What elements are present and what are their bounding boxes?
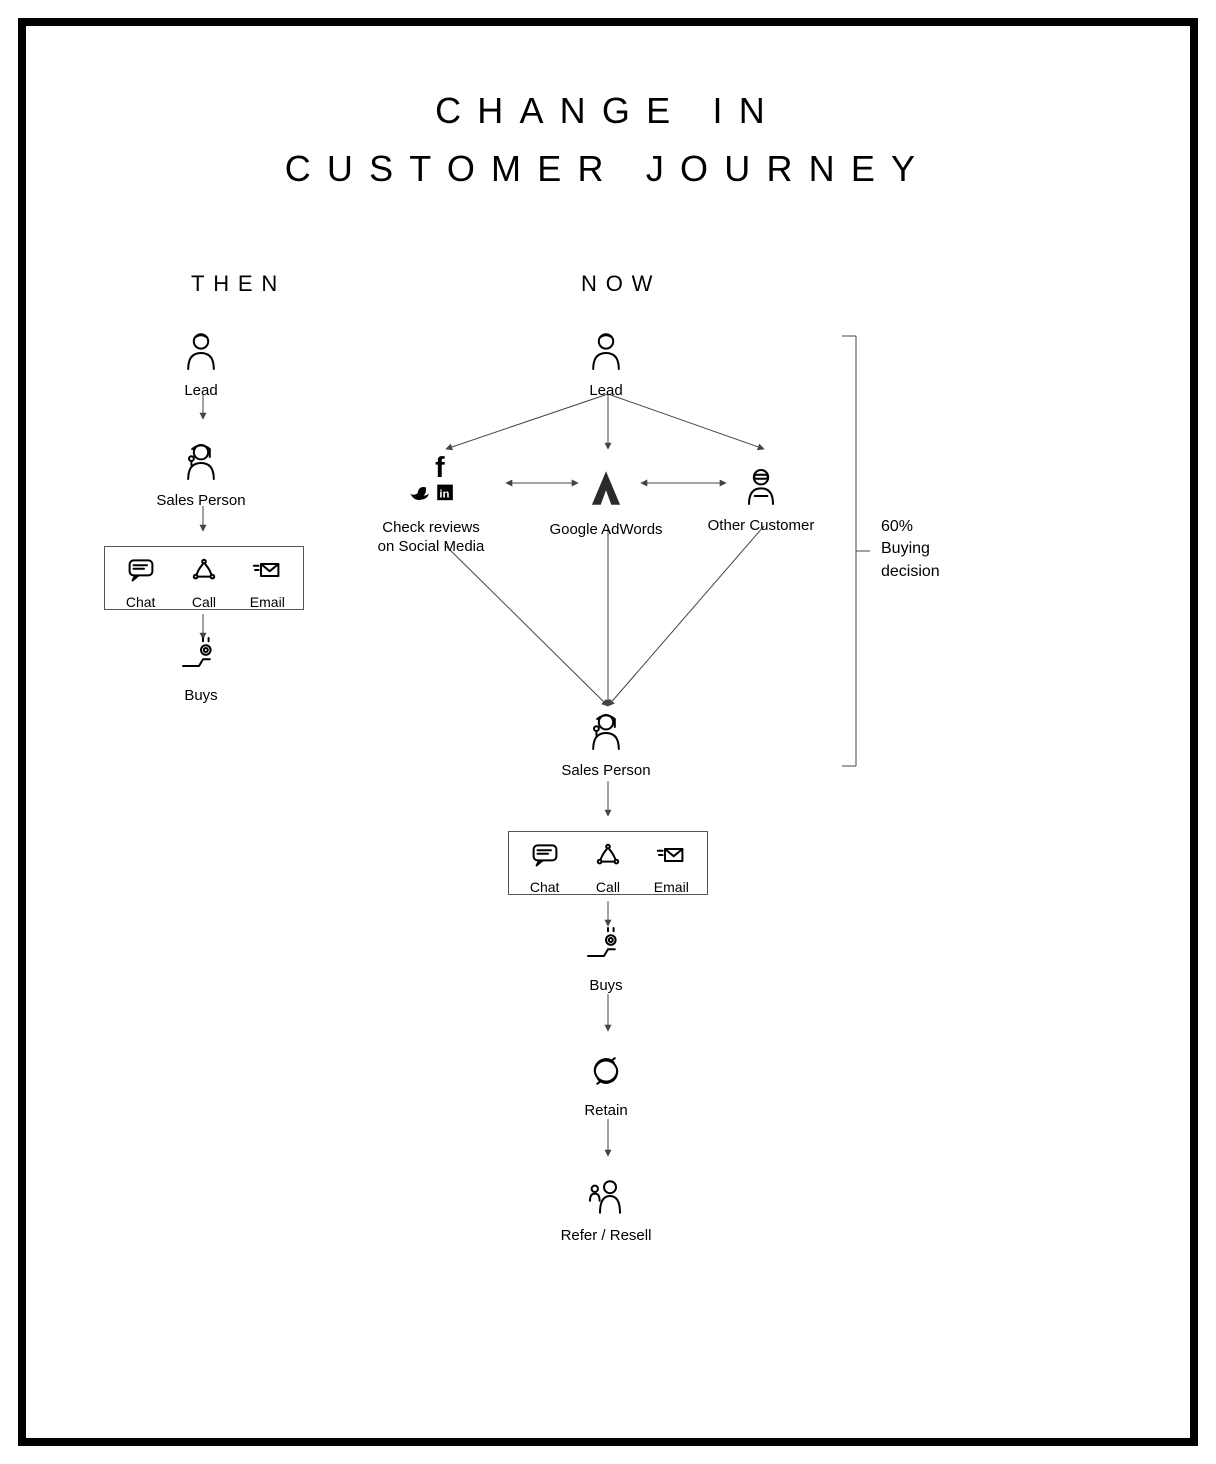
then-contact-box: Chat Call Email [104, 546, 304, 610]
annotation-percent: 60% [881, 516, 940, 538]
email-icon [252, 572, 282, 589]
then-call-item: Call [174, 555, 234, 610]
buying-decision-annotation: 60% Buying decision [881, 516, 940, 583]
sales_person-icon [181, 468, 221, 485]
node-label: Sales Person [121, 492, 281, 511]
node-t_lead: Lead [121, 331, 281, 401]
call-icon [593, 857, 623, 874]
section-label-then: THEN [191, 271, 286, 297]
node-t_sales: Sales Person [121, 441, 281, 511]
contact-label: Call [174, 594, 234, 610]
chat-icon [530, 857, 560, 874]
node-label: Lead [526, 382, 686, 401]
annotation-line2: Buying [881, 538, 940, 560]
annotation-line3: decision [881, 561, 940, 583]
node-label: Buys [526, 977, 686, 996]
contact-label: Call [578, 879, 638, 895]
node-label: Check reviewson Social Media [351, 519, 511, 557]
section-label-now: NOW [581, 271, 661, 297]
node-label: Other Customer [681, 517, 841, 536]
diagram-canvas: CHANGE IN CUSTOMER JOURNEY THEN NOW 60% … [26, 26, 1190, 1438]
node-t_buys: Buys [121, 636, 281, 706]
adwords-icon [584, 497, 628, 514]
other_customer-icon [741, 493, 781, 510]
outer-frame: CHANGE IN CUSTOMER JOURNEY THEN NOW 60% … [18, 18, 1198, 1446]
buys-icon [181, 663, 221, 680]
then-email-item: Email [237, 555, 297, 610]
chat-icon [126, 572, 156, 589]
node-label: Retain [526, 1102, 686, 1121]
node-label: Google AdWords [526, 521, 686, 540]
node-n_adwords: Google AdWords [526, 466, 686, 540]
node-n_refer: Refer / Resell [526, 1176, 686, 1246]
node-label: Lead [121, 382, 281, 401]
email-icon [656, 857, 686, 874]
svg-text:in: in [439, 489, 449, 501]
node-n_buys: Buys [526, 926, 686, 996]
title-line-1: CHANGE IN [26, 90, 1190, 132]
node-label: Sales Person [526, 762, 686, 781]
sales_person-icon [586, 738, 626, 755]
person-icon [181, 358, 221, 375]
node-n_other: Other Customer [681, 466, 841, 536]
contact-label: Email [641, 879, 701, 895]
retain-icon [586, 1078, 626, 1095]
contact-label: Email [237, 594, 297, 610]
node-label: Buys [121, 687, 281, 706]
now-contact-box: Chat Call Email [508, 831, 708, 895]
node-n_social: f in Check reviewson Social Media [351, 456, 511, 557]
person-icon [586, 358, 626, 375]
call-icon [189, 572, 219, 589]
now-email-item: Email [641, 840, 701, 895]
node-n_retain: Retain [526, 1051, 686, 1121]
node-label: Refer / Resell [526, 1227, 686, 1246]
contact-label: Chat [515, 879, 575, 895]
title-line-2: CUSTOMER JOURNEY [26, 148, 1190, 190]
buys-icon [586, 953, 626, 970]
social-icon: f in [405, 495, 457, 512]
now-chat-item: Chat [515, 840, 575, 895]
refer-icon [586, 1203, 626, 1220]
then-chat-item: Chat [111, 555, 171, 610]
node-n_lead: Lead [526, 331, 686, 401]
svg-text:f: f [435, 456, 445, 484]
now-call-item: Call [578, 840, 638, 895]
node-n_sales: Sales Person [526, 711, 686, 781]
contact-label: Chat [111, 594, 171, 610]
